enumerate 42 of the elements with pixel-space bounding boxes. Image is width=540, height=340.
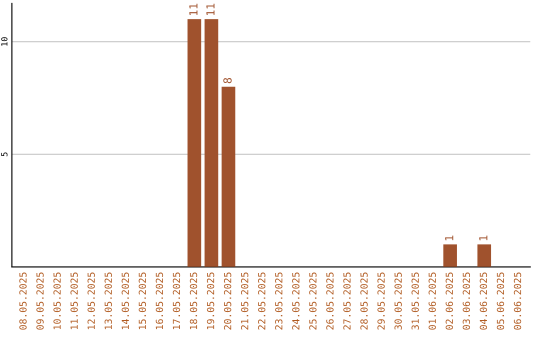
- x-tick-label: 29.05.2025: [377, 272, 385, 330]
- x-tick-label: 26.05.2025: [326, 272, 334, 330]
- x-tick-label: 24.05.2025: [292, 272, 300, 330]
- y-tick-label: 5: [1, 152, 8, 156]
- bar: [188, 19, 202, 267]
- x-tick-label: 17.05.2025: [172, 272, 180, 330]
- x-tick-label: 19.05.2025: [206, 272, 214, 330]
- x-tick-label: 22.05.2025: [258, 272, 266, 330]
- x-tick-label: 21.05.2025: [240, 272, 248, 330]
- x-tick-label: 09.05.2025: [36, 272, 44, 330]
- x-tick-label: 20.05.2025: [224, 272, 232, 330]
- x-tick-label: 03.06.2025: [462, 272, 470, 330]
- data-label: 11: [189, 4, 198, 16]
- x-tick-label: 08.05.2025: [19, 272, 27, 330]
- x-tick-label: 31.05.2025: [412, 272, 419, 330]
- x-tick-label: 23.05.2025: [275, 272, 282, 330]
- x-tick-label: 13.05.2025: [104, 272, 112, 330]
- x-tick-label: 10.05.2025: [53, 272, 61, 330]
- y-tick-label: 10: [1, 37, 8, 46]
- x-tick-label: 25.05.2025: [309, 272, 317, 330]
- x-tick-label: 27.05.2025: [343, 272, 351, 330]
- x-tick-label: 16.05.2025: [156, 272, 164, 330]
- bar: [477, 244, 492, 267]
- bar: [222, 86, 236, 267]
- x-tick-label: 06.06.2025: [514, 272, 522, 330]
- x-tick-label: 04.06.2025: [480, 272, 488, 330]
- bar: [204, 19, 218, 267]
- x-tick-label: 18.05.2025: [190, 272, 198, 330]
- data-label: 11: [206, 4, 214, 16]
- x-tick-label: 30.05.2025: [394, 272, 402, 330]
- x-tick-label: 15.05.2025: [138, 272, 146, 330]
- bar: [443, 244, 457, 267]
- x-tick-label: 14.05.2025: [122, 272, 129, 330]
- x-tick-label: 02.06.2025: [446, 272, 453, 330]
- x-tick-label: 12.05.2025: [88, 272, 95, 330]
- x-tick-label: 01.06.2025: [428, 272, 436, 330]
- x-tick-label: 28.05.2025: [360, 272, 368, 330]
- data-label: 1: [445, 236, 454, 240]
- data-label: 1: [479, 236, 488, 240]
- x-tick-label: 11.05.2025: [70, 272, 78, 330]
- x-tick-label: 05.06.2025: [496, 272, 504, 330]
- data-label: 8: [223, 78, 232, 84]
